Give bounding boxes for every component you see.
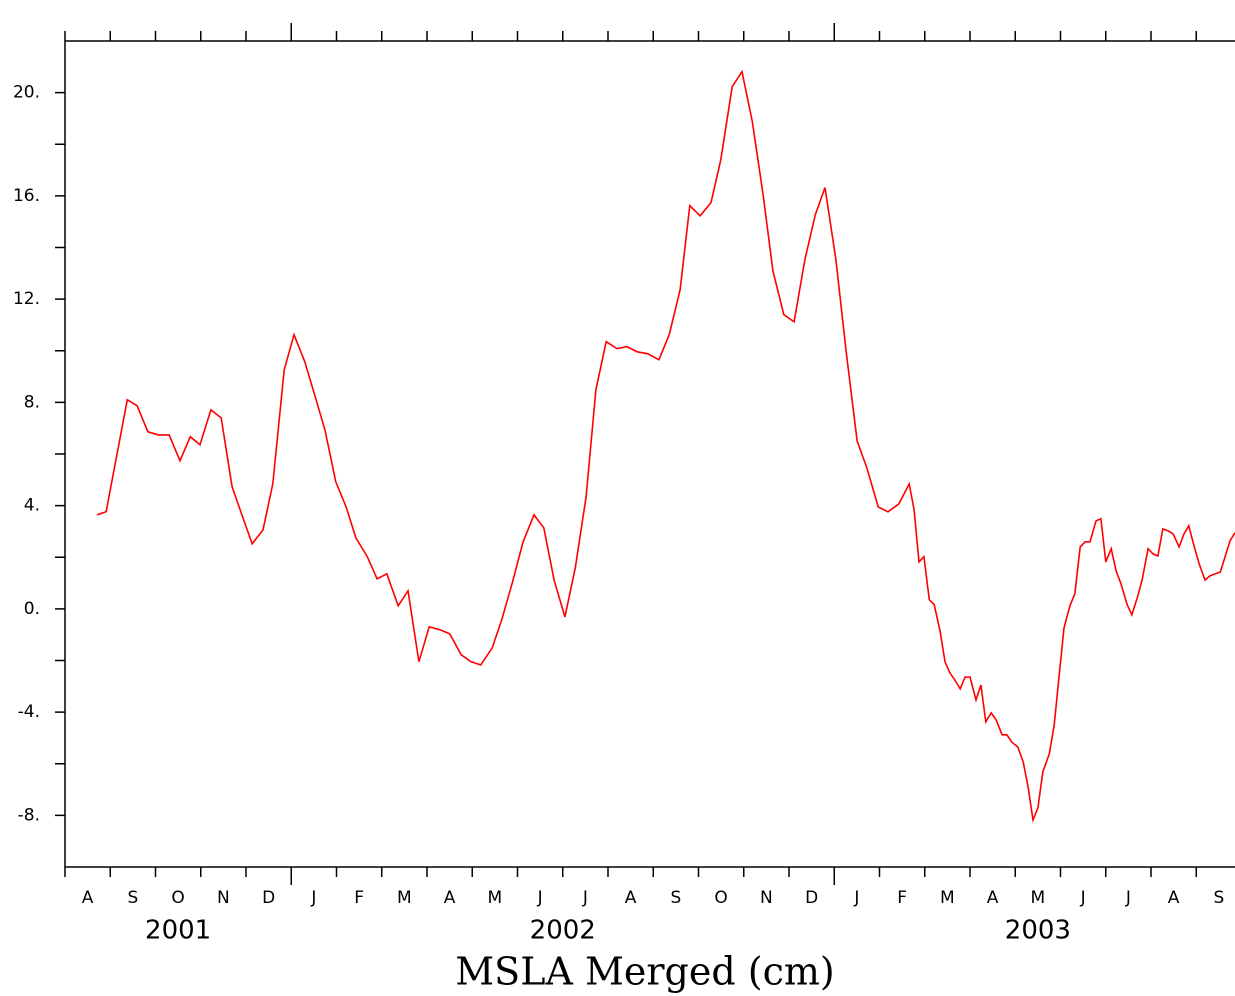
month-label: A: [1168, 888, 1180, 908]
month-label: J: [853, 888, 859, 908]
year-label: 2003: [1005, 916, 1071, 946]
month-label: M: [1031, 888, 1046, 908]
month-label: S: [127, 888, 138, 908]
month-label: O: [714, 888, 727, 908]
y-tick-label: 12.: [13, 289, 40, 309]
y-tick-label: 16.: [13, 186, 40, 206]
month-label: F: [897, 888, 907, 908]
month-label: J: [1080, 888, 1086, 908]
year-label: 2002: [530, 916, 596, 946]
month-label: A: [82, 888, 94, 908]
month-label: J: [537, 888, 543, 908]
month-label: M: [488, 888, 503, 908]
month-label: M: [940, 888, 955, 908]
y-tick-label: 8.: [24, 392, 40, 412]
x-axis-title: MSLA Merged (cm): [455, 950, 834, 994]
month-label: O: [171, 888, 184, 908]
month-label: D: [805, 888, 818, 908]
year-label: 2001: [145, 916, 211, 946]
month-label: J: [310, 888, 316, 908]
month-label: F: [354, 888, 364, 908]
month-label: A: [987, 888, 999, 908]
month-label: J: [1125, 888, 1131, 908]
y-tick-label: 20.: [13, 83, 40, 103]
month-label: S: [670, 888, 681, 908]
month-label: N: [217, 888, 230, 908]
month-label: A: [444, 888, 456, 908]
month-label: N: [760, 888, 773, 908]
month-label: D: [262, 888, 275, 908]
y-tick-label: 0.: [24, 599, 40, 619]
month-label: M: [397, 888, 412, 908]
y-tick-label: -8.: [18, 805, 40, 825]
month-label: J: [582, 888, 588, 908]
y-tick-label: 4.: [24, 496, 40, 516]
data-line: [96, 69, 1235, 824]
month-label: A: [625, 888, 637, 908]
y-tick-label: -4.: [18, 702, 40, 722]
month-label: S: [1213, 888, 1224, 908]
